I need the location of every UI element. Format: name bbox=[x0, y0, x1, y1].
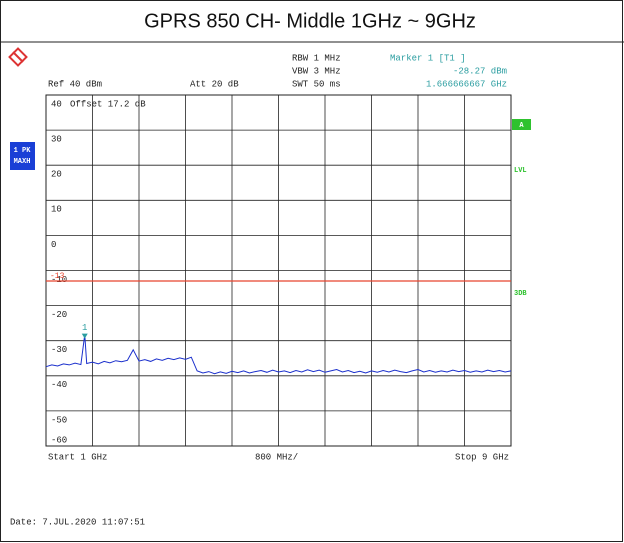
trace bbox=[45, 334, 512, 375]
logo bbox=[8, 47, 28, 67]
y-tick-label: -30 bbox=[51, 345, 67, 355]
rbw: RBW 1 MHz bbox=[292, 53, 341, 63]
y-tick-label: -20 bbox=[51, 310, 67, 320]
y-tick-label: 0 bbox=[51, 240, 56, 250]
marker-value: -28.27 dBm bbox=[453, 66, 507, 76]
db-label: 3DB bbox=[514, 290, 527, 298]
marker-id: 1 bbox=[82, 323, 87, 333]
y-tick-label: 40 bbox=[51, 99, 62, 109]
ref-level: Ref 40 dBm bbox=[48, 79, 102, 89]
y-tick-label: 30 bbox=[51, 134, 62, 144]
attenuation: Att 20 dB bbox=[190, 79, 239, 89]
a-badge bbox=[512, 119, 531, 130]
a-label: A bbox=[519, 122, 524, 130]
trace-label: 1 PK bbox=[14, 147, 32, 155]
marker-frequency: 1.666666667 GHz bbox=[426, 79, 507, 89]
plot: 40 30 20 10 0 -10 -20 -30 -40 -50 -60 -13 1 bbox=[45, 94, 512, 447]
y-tick-label: -50 bbox=[51, 415, 67, 425]
marker bbox=[81, 333, 88, 339]
start-label: Start 1 GHz bbox=[48, 452, 107, 462]
y-tick-label: 10 bbox=[51, 205, 62, 215]
y-tick-label: 20 bbox=[51, 170, 62, 180]
marker-name: Marker 1 [T1 ] bbox=[390, 53, 466, 63]
y-tick-label: -40 bbox=[51, 380, 67, 390]
date: Date: 7.JUL.2020 11:07:51 bbox=[10, 517, 145, 527]
offset: Offset 17.2 dB bbox=[70, 99, 146, 109]
trace-badge bbox=[10, 142, 35, 170]
y-tick-label: -60 bbox=[51, 435, 67, 445]
stop-label: Stop 9 GHz bbox=[455, 452, 509, 462]
vbw: VBW 3 MHz bbox=[292, 66, 341, 76]
y-tick-label: -10 bbox=[51, 275, 67, 285]
trace-label: MAXH bbox=[14, 158, 31, 166]
chart-title: GPRS 850 CH- Middle 1GHz ~ 9GHz bbox=[144, 10, 476, 32]
span-label: 800 MHz/ bbox=[255, 452, 298, 462]
limit-label: -13 bbox=[50, 272, 65, 281]
lvl-label: LVL bbox=[514, 167, 527, 175]
swt: SWT 50 ms bbox=[292, 79, 341, 89]
